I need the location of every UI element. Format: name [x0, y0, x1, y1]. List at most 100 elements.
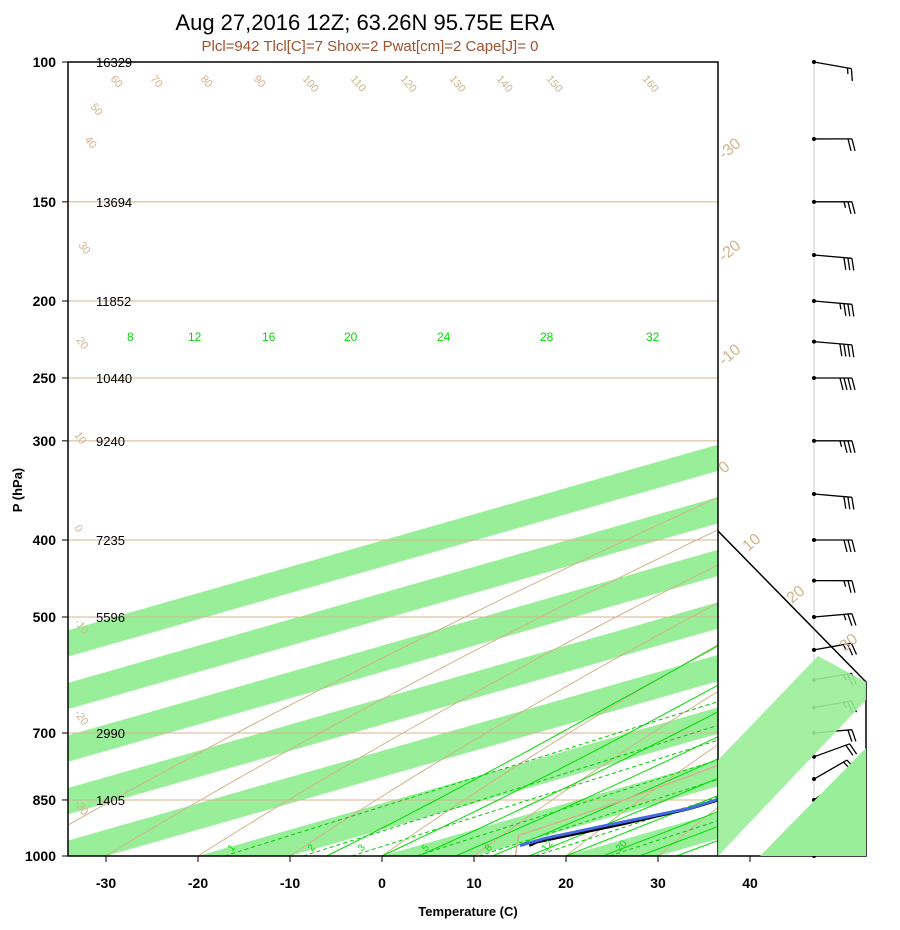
wind-barb-flag [851, 580, 856, 593]
moist-adiabat [418, 711, 718, 856]
wind-barb-flag [847, 344, 851, 357]
x-tick-label: 40 [742, 875, 758, 891]
pressure-label: 850 [33, 792, 57, 808]
wind-barb-flag [846, 643, 854, 656]
mixing-ratio-line [224, 701, 718, 856]
pressure-label: 300 [33, 433, 57, 449]
wind-barb-flag [851, 258, 855, 271]
dry-adiabat-label: 140 [494, 73, 515, 95]
wind-barb [812, 60, 853, 81]
wind-barb-flag [845, 744, 854, 756]
moist-adiabat-label: 32 [646, 330, 660, 344]
wind-barb-half-flag [839, 440, 843, 447]
height-label: 11852 [96, 294, 131, 309]
wind-barb [812, 743, 858, 759]
pressure-label: 400 [33, 532, 57, 548]
pressure-label: 700 [33, 725, 57, 741]
wind-barb [812, 136, 856, 152]
plot-border [67, 61, 719, 857]
moist-adiabat [492, 758, 718, 856]
isotherm-label: -10 [716, 341, 745, 369]
wind-barb-flag [851, 304, 855, 317]
wind-barb-flag [843, 303, 847, 316]
wind-barb-dot [812, 375, 816, 380]
x-tick-label: -20 [188, 875, 208, 891]
moist-adiabat-label: 24 [437, 330, 451, 344]
dry-adiabat-label: 80 [198, 73, 215, 90]
wind-barb-flag [843, 344, 847, 357]
wind-barb-flag [851, 201, 856, 214]
wind-barb [812, 199, 856, 214]
chart-labels: Aug 27,2016 12Z; 63.26N 95.75E ERA Plcl=… [10, 10, 861, 919]
dry-adiabat [565, 744, 718, 856]
moist-adiabat-label: 12 [188, 330, 202, 344]
sounding-profiles [514, 764, 718, 856]
wind-barb-staff [813, 300, 852, 305]
isotherm-label: 20 [784, 583, 809, 608]
wind-barb-half-flag [843, 580, 847, 587]
wind-barb-flag [847, 303, 851, 317]
wind-barb-flag [843, 496, 847, 509]
wind-barb-flag [851, 539, 856, 553]
height-label: 2990 [96, 726, 125, 741]
wind-barb-flag [843, 257, 847, 270]
height-label: 16329 [96, 55, 132, 70]
wind-barb-flag [847, 496, 851, 510]
moist-adiabat-label: 16 [262, 330, 276, 344]
mixing-ratio-label: 5 [420, 842, 432, 854]
pressure-label: 100 [33, 54, 57, 70]
height-label: 5596 [96, 610, 125, 625]
pressure-label: 200 [33, 293, 57, 309]
wind-barb-flag [850, 642, 858, 655]
wind-barb-staff [813, 743, 850, 758]
wind-barb [812, 339, 855, 358]
wind-barb [812, 252, 855, 271]
wind-barb-dot [812, 647, 816, 652]
wind-barb-dot [812, 438, 816, 443]
dry-adiabat-label: 110 [348, 73, 368, 94]
x-tick-label: -30 [96, 875, 116, 891]
pressure-label: 500 [33, 609, 57, 625]
dry-adiabat-label-left: 10 [72, 430, 89, 447]
wind-barb-dot [812, 252, 816, 257]
pressure-label: 250 [33, 370, 57, 386]
isotherm-band [198, 707, 718, 856]
x-tick-label: 10 [466, 875, 482, 891]
moist-adiabat [326, 645, 718, 856]
wind-barb-dot [812, 614, 816, 619]
wind-barb-dot [812, 60, 816, 64]
wind-barb-staff [813, 759, 848, 780]
wind-barb-half-flag [842, 644, 847, 651]
wind-barb-flag [847, 257, 851, 271]
height-label: 9240 [96, 434, 125, 449]
parcel-line [514, 764, 718, 856]
wind-barb-flag [843, 539, 848, 553]
wind-barb-flag [847, 580, 852, 593]
wind-barb-staff [813, 613, 852, 618]
dry-adiabat-label: 40 [82, 134, 99, 151]
dry-adiabat-label-left: 30 [76, 240, 93, 257]
wind-barb-flag [851, 344, 855, 358]
isotherm-label: -30 [716, 135, 745, 163]
height-label: 1405 [96, 793, 125, 808]
dry-adiabat-label: 130 [447, 73, 468, 95]
wind-barb-flag [847, 613, 853, 626]
x-tick-label: -10 [280, 875, 300, 891]
moist-adiabat-label: 8 [127, 330, 134, 344]
wind-barb-flag [847, 440, 852, 453]
wind-barb-flag [851, 138, 856, 152]
wind-barb-staff [813, 61, 852, 70]
wind-barb-dot [812, 777, 816, 782]
mixing-ratio-line [302, 724, 718, 856]
wind-barb-flag [847, 729, 853, 742]
wind-barb-staff [813, 254, 852, 259]
wind-barb-dot [812, 299, 816, 304]
dry-adiabat-label: 150 [544, 73, 565, 95]
wind-barb-flag [851, 729, 857, 742]
wind-barb-flag [843, 440, 848, 453]
dry-adiabats [68, 496, 718, 856]
moist-adiabat [529, 777, 718, 856]
mixing-ratio-label: 8 [483, 842, 495, 854]
wind-barb [812, 438, 856, 453]
dry-adiabat [68, 496, 718, 826]
